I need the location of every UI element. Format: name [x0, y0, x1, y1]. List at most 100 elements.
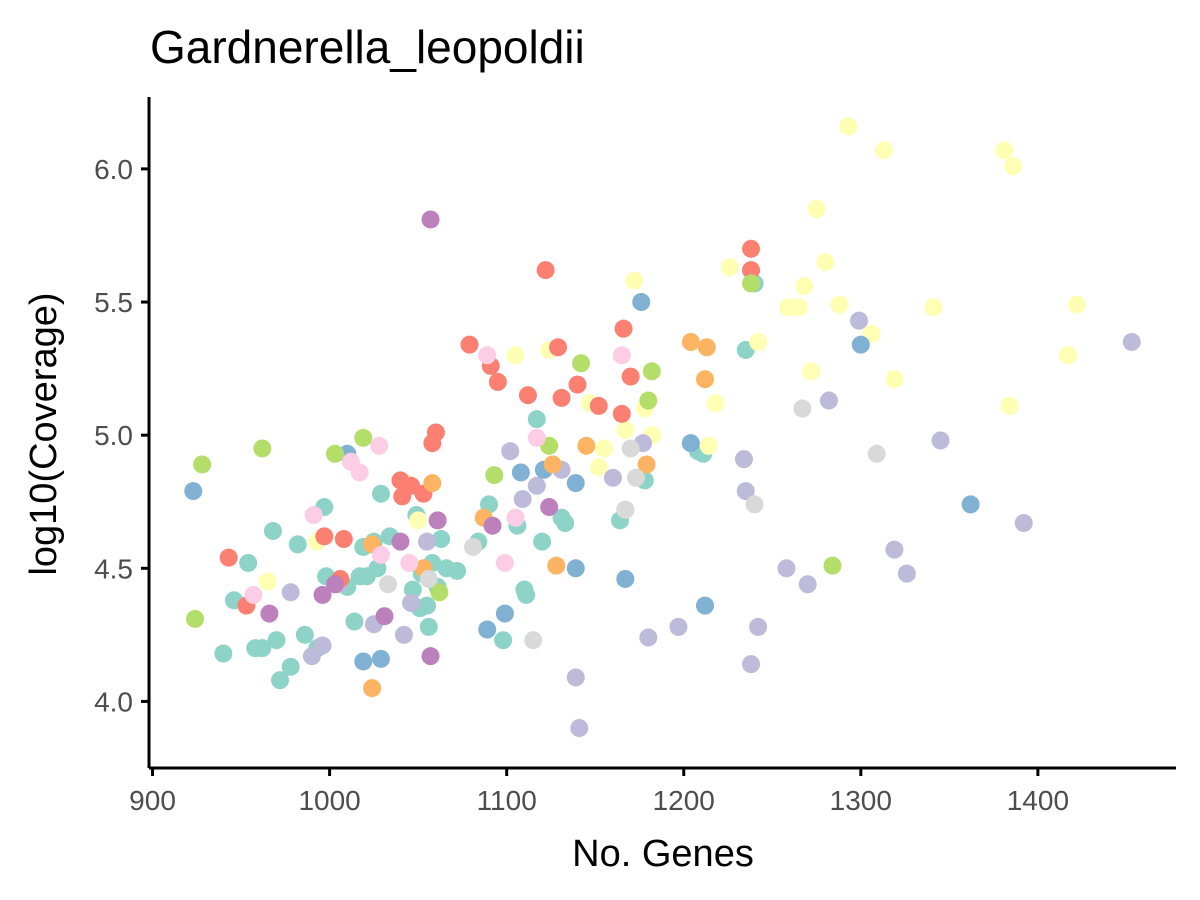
data-point — [572, 354, 591, 373]
data-point — [288, 535, 307, 554]
data-point — [304, 506, 323, 525]
data-point — [931, 431, 950, 450]
data-point — [823, 556, 842, 575]
data-point — [642, 362, 661, 381]
x-tick-label: 1200 — [653, 785, 715, 816]
data-point — [540, 498, 559, 517]
data-point — [543, 455, 562, 474]
data-point — [1067, 295, 1086, 314]
y-tick-label: 5.5 — [94, 287, 133, 318]
data-point — [632, 293, 651, 312]
data-point — [742, 655, 761, 674]
data-point — [681, 332, 700, 351]
data-point — [478, 620, 497, 639]
data-point — [1122, 332, 1141, 351]
data-point — [513, 490, 532, 509]
data-point — [547, 556, 566, 575]
data-point — [577, 436, 596, 455]
data-point — [518, 386, 537, 405]
data-point — [533, 532, 552, 551]
data-point — [403, 580, 422, 599]
data-point — [501, 442, 520, 461]
data-point — [485, 466, 504, 485]
data-point — [219, 548, 238, 567]
data-point — [428, 511, 447, 530]
x-axis-ticks: 900 1000 1100 1200 1300 1400 — [129, 768, 1069, 816]
data-point — [556, 514, 575, 533]
x-tick-label: 1100 — [477, 785, 537, 816]
data-point — [371, 545, 390, 564]
data-point — [616, 500, 635, 519]
data-point — [402, 593, 421, 612]
data-point — [850, 311, 869, 330]
data-point — [570, 719, 589, 738]
data-point — [734, 450, 753, 469]
data-point — [589, 458, 608, 477]
data-point — [625, 271, 644, 290]
data-point — [244, 585, 263, 604]
y-axis-ticks: 4.0 4.5 5.0 5.5 6.0 — [94, 154, 149, 717]
data-point — [375, 607, 394, 626]
data-point — [807, 199, 826, 218]
y-tick-label: 4.0 — [94, 686, 133, 717]
data-point — [271, 671, 290, 690]
data-point — [695, 370, 714, 389]
data-point — [483, 516, 502, 535]
data-point — [370, 436, 389, 455]
data-point — [371, 484, 390, 503]
data-point — [839, 117, 858, 136]
data-point — [720, 258, 739, 277]
x-axis-title: No. Genes — [572, 833, 754, 875]
data-point — [616, 569, 635, 588]
data-point — [460, 335, 479, 354]
data-point — [745, 495, 764, 514]
data-point — [421, 210, 440, 229]
data-point — [345, 612, 364, 631]
data-point — [742, 239, 761, 258]
data-point — [995, 141, 1014, 160]
x-tick-label: 900 — [129, 785, 176, 816]
data-point — [419, 569, 438, 588]
data-point — [536, 261, 555, 280]
data-point — [637, 455, 656, 474]
data-point — [795, 277, 814, 296]
data-point — [334, 530, 353, 549]
data-point — [527, 410, 546, 429]
data-point — [253, 439, 272, 458]
data-point — [506, 508, 525, 527]
data-point — [315, 527, 334, 546]
chart-title: Gardnerella_leopoldii — [150, 21, 585, 73]
data-point — [924, 298, 943, 317]
data-point — [1058, 346, 1077, 365]
y-tick-label: 5.0 — [94, 420, 133, 451]
data-point — [419, 617, 438, 636]
data-point — [448, 561, 467, 580]
data-point — [706, 394, 725, 413]
data-point — [793, 399, 812, 418]
x-tick-label: 1300 — [830, 785, 892, 816]
data-point — [524, 631, 543, 650]
data-point — [263, 522, 282, 541]
data-point — [816, 253, 835, 272]
data-point — [432, 530, 451, 549]
data-point — [417, 596, 436, 615]
data-point — [350, 463, 369, 482]
data-point — [527, 476, 546, 495]
data-point — [621, 367, 640, 386]
data-point — [253, 639, 272, 658]
y-axis-title: log10(Coverage) — [23, 292, 65, 575]
data-point — [639, 391, 658, 410]
data-point — [527, 428, 546, 447]
data-point — [281, 657, 300, 676]
y-tick-label: 4.5 — [94, 553, 133, 584]
data-point — [184, 482, 203, 501]
data-point — [430, 583, 449, 602]
data-point — [819, 391, 838, 410]
data-point — [589, 396, 608, 415]
data-point — [851, 335, 870, 354]
data-point — [214, 644, 233, 663]
data-point — [426, 423, 445, 442]
data-point — [885, 370, 904, 389]
data-point — [612, 346, 631, 365]
data-point — [736, 482, 755, 501]
